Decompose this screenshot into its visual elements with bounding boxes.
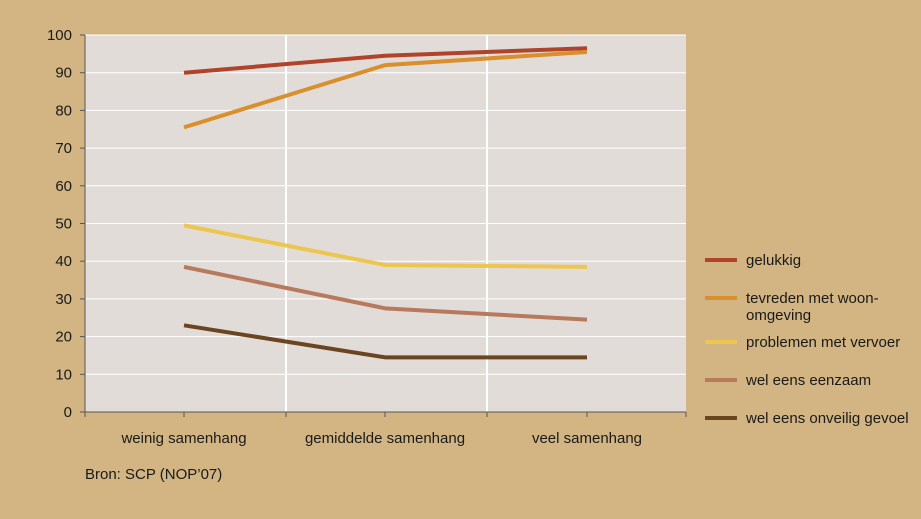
x-tick-label: weinig samenhang: [120, 430, 246, 447]
y-tick-label: 60: [55, 178, 72, 195]
y-tick-label: 10: [55, 366, 72, 383]
legend-label: wel eens onveilig gevoel: [745, 410, 909, 427]
y-tick-label: 0: [64, 404, 72, 421]
series-line-4: [183, 323, 587, 360]
y-tick-label: 100: [47, 27, 72, 44]
legend-item: tevreden met woon-omgeving: [705, 290, 879, 324]
legend-label: tevreden met woon-omgeving: [746, 290, 879, 324]
series-line-2: [183, 223, 588, 269]
y-tick-label: 40: [55, 253, 72, 270]
legend-label: wel eens eenzaam: [745, 372, 871, 389]
legend: gelukkig tevreden met woon-omgeving proble…: [705, 252, 909, 427]
y-tick-label: 50: [55, 216, 72, 233]
y-tick-label: 20: [55, 329, 72, 346]
series-line-0: [183, 46, 588, 75]
source-note: Bron: SCP (NOP’07): [85, 466, 223, 483]
y-tick-label: 90: [55, 65, 72, 82]
x-tick-label: veel samenhang: [532, 430, 642, 447]
series-line-1: [183, 49, 588, 130]
y-tick-label: 30: [55, 291, 72, 308]
axes: 0 10 20 30 40 50 60 70 80 90 100 weinig samenhang ge…: [47, 27, 687, 447]
legend-item: wel eens onveilig gevoel: [705, 410, 909, 427]
legend-label-line: omgeving: [746, 307, 811, 324]
legend-label-line: tevreden met woon-: [746, 290, 879, 307]
series-lines: [183, 46, 588, 360]
legend-item: wel eens eenzaam: [705, 372, 871, 389]
y-tick-label: 80: [55, 102, 72, 119]
legend-item: problemen met vervoer: [705, 334, 900, 351]
series-line-3: [183, 264, 588, 322]
y-tick-label: 70: [55, 140, 72, 157]
legend-label: problemen met vervoer: [746, 334, 900, 351]
legend-label: gelukkig: [746, 252, 801, 269]
legend-item: gelukkig: [705, 252, 801, 269]
x-tick-label: gemiddelde samenhang: [305, 430, 465, 447]
